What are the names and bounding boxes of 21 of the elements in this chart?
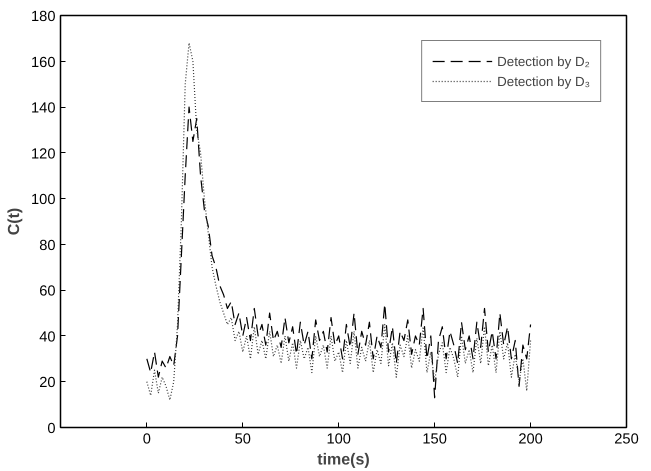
line-series: [146, 106, 532, 398]
x-tick-label: 100: [326, 432, 351, 448]
x-tick-label: 150: [422, 432, 447, 448]
y-tick-label: 0: [47, 421, 56, 437]
y-axis-title: C(t): [6, 208, 24, 236]
x-tick-label: 0: [142, 432, 151, 448]
y-tick-label: 120: [31, 146, 56, 162]
x-tick-label: 200: [518, 432, 543, 448]
y-tick-label: 100: [31, 192, 56, 208]
legend-label: Detection by D₂: [497, 54, 590, 68]
y-tick-label: 40: [39, 329, 56, 346]
x-tick-label: 250: [614, 432, 639, 448]
y-tick-label: 60: [39, 284, 56, 300]
y-tick-label: 80: [39, 238, 56, 254]
y-tick-label: 20: [39, 375, 56, 392]
y-tick-label: 140: [31, 100, 56, 117]
y-tick-label: 180: [31, 9, 56, 25]
y-tick-label: 160: [31, 54, 56, 71]
legend-label: Detection by D₃: [497, 74, 590, 88]
x-tick-label: 50: [234, 432, 251, 448]
x-axis-title: time(s): [317, 452, 370, 468]
